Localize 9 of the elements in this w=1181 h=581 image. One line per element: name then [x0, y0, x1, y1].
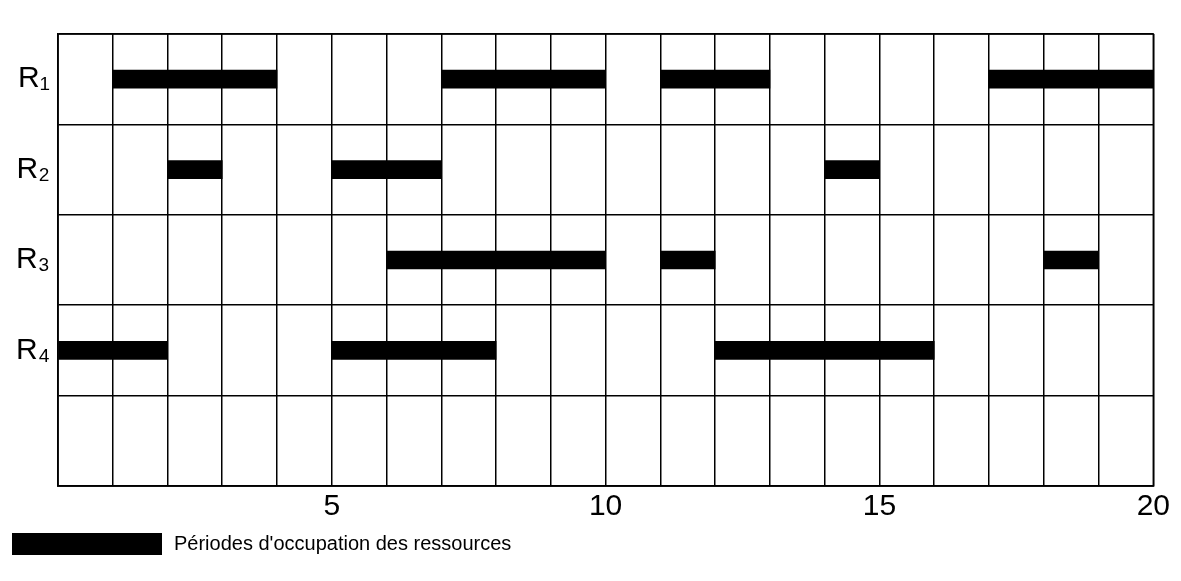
y-tick-label: R₃	[16, 241, 50, 275]
x-tick-label: 20	[1136, 488, 1170, 522]
y-tick-label: R₂	[16, 150, 50, 184]
y-tick-label: R₁	[18, 60, 50, 94]
y-tick-label: R₄	[15, 331, 50, 365]
x-tick-label: 10	[588, 488, 623, 522]
text: Périodes d'occupation des ressources	[174, 532, 512, 555]
x-tick-label: 5	[323, 488, 341, 522]
x-tick-label: 15	[862, 488, 897, 522]
